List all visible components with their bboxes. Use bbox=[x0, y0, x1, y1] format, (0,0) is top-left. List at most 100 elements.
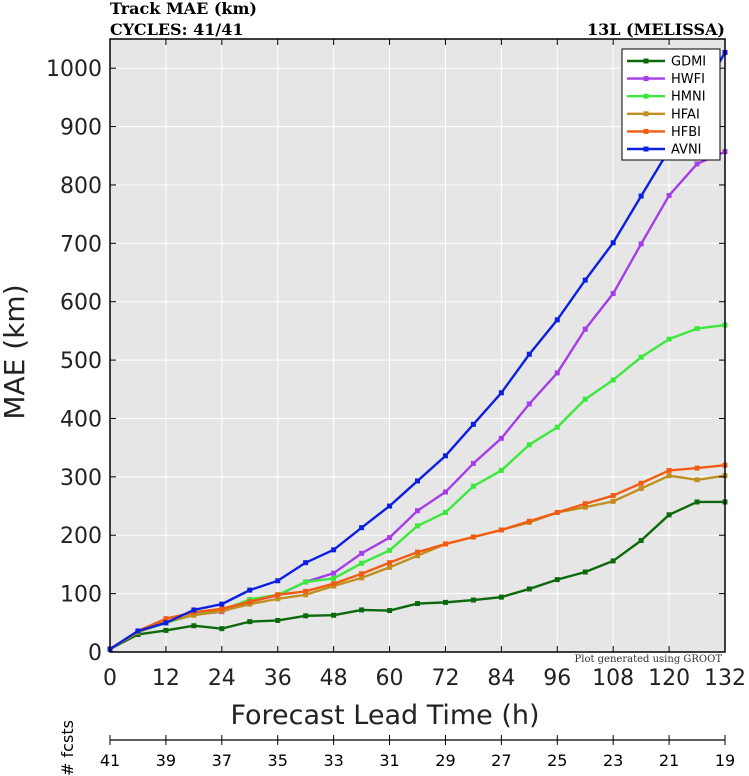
chart-title: Track MAE (km) bbox=[110, 0, 257, 18]
data-point-hwfi bbox=[498, 435, 504, 441]
data-point-hmni bbox=[331, 575, 337, 581]
data-point-hfbi bbox=[526, 518, 532, 524]
data-point-hfai bbox=[694, 477, 700, 483]
data-point-hmni bbox=[442, 509, 448, 515]
data-point-hfbi bbox=[275, 592, 281, 598]
fcsts-tick-label: 31 bbox=[379, 751, 399, 770]
data-point-hwfi bbox=[331, 570, 337, 576]
legend-item-avni: AVNI bbox=[627, 143, 702, 158]
data-point-avni bbox=[219, 601, 225, 607]
data-point-avni bbox=[359, 525, 365, 531]
data-point-avni bbox=[135, 628, 141, 634]
legend-label: AVNI bbox=[671, 143, 702, 158]
data-point-gdmi bbox=[526, 586, 532, 592]
x-tick-label: 0 bbox=[103, 666, 117, 691]
fcsts-tick-label: 41 bbox=[100, 751, 120, 770]
y-tick-label: 700 bbox=[60, 232, 102, 257]
fcsts-tick-label: 33 bbox=[323, 751, 343, 770]
data-point-hmni bbox=[554, 424, 560, 430]
data-point-hfbi bbox=[694, 465, 700, 471]
data-point-hfbi bbox=[638, 480, 644, 486]
data-point-hfbi bbox=[582, 501, 588, 507]
data-point-avni bbox=[498, 390, 504, 396]
data-point-avni bbox=[387, 503, 393, 509]
data-point-hfai bbox=[610, 498, 616, 504]
x-tick-label: 96 bbox=[543, 666, 571, 691]
fcsts-tick-label: 27 bbox=[491, 751, 511, 770]
legend-label: HWFI bbox=[671, 72, 705, 87]
data-point-gdmi bbox=[470, 597, 476, 603]
legend-marker bbox=[643, 111, 649, 117]
data-point-hmni bbox=[638, 354, 644, 360]
x-tick-label: 24 bbox=[208, 666, 236, 691]
legend-label: HFBI bbox=[671, 125, 701, 140]
legend-marker bbox=[643, 76, 649, 82]
fcsts-axis: 41 39 37 35 33 31 29 27 25 23 21 19 bbox=[100, 735, 735, 770]
data-point-gdmi bbox=[359, 607, 365, 613]
data-point-hfai bbox=[275, 596, 281, 602]
data-point-hwfi bbox=[638, 241, 644, 247]
data-point-hfai bbox=[303, 592, 309, 598]
data-point-gdmi bbox=[442, 599, 448, 605]
data-point-gdmi bbox=[666, 512, 672, 518]
data-point-hfai bbox=[387, 564, 393, 570]
data-point-hfbi bbox=[610, 493, 616, 499]
data-point-hwfi bbox=[470, 460, 476, 466]
data-point-gdmi bbox=[275, 617, 281, 623]
x-tick-label: 12 bbox=[152, 666, 180, 691]
data-point-gdmi bbox=[303, 613, 309, 619]
data-point-hfai bbox=[415, 553, 420, 559]
x-axis-label: Forecast Lead Time (h) bbox=[230, 700, 539, 731]
data-point-hmni bbox=[387, 547, 393, 553]
data-point-hfai bbox=[638, 486, 644, 492]
data-point-gdmi bbox=[498, 594, 504, 600]
y-tick-label: 600 bbox=[60, 291, 102, 316]
y-tick-label: 100 bbox=[60, 583, 102, 608]
data-point-gdmi bbox=[163, 627, 169, 633]
data-point-gdmi bbox=[415, 601, 420, 607]
fcsts-tick-label: 37 bbox=[212, 751, 232, 770]
data-point-avni bbox=[582, 277, 588, 283]
data-point-hwfi bbox=[554, 370, 560, 376]
data-point-hfbi bbox=[415, 549, 420, 555]
data-point-hwfi bbox=[387, 535, 393, 541]
data-point-gdmi bbox=[582, 569, 588, 575]
legend-label: HFAI bbox=[671, 107, 700, 122]
data-point-avni bbox=[470, 421, 476, 427]
data-point-hmni bbox=[303, 579, 309, 585]
legend-item-gdmi: GDMI bbox=[627, 55, 706, 70]
data-point-hmni bbox=[415, 523, 420, 529]
x-tick-label: 84 bbox=[487, 666, 515, 691]
data-point-hfai bbox=[582, 504, 588, 510]
data-point-avni bbox=[163, 620, 169, 626]
data-point-hwfi bbox=[666, 192, 672, 198]
data-point-hmni bbox=[582, 396, 588, 402]
data-point-avni bbox=[191, 607, 197, 613]
y-tick-label: 0 bbox=[88, 641, 102, 666]
legend-item-hfbi: HFBI bbox=[627, 125, 701, 140]
y-axis: 0 100 200 300 400 500 600 700 800 900 1000 bbox=[46, 57, 725, 666]
data-point-hfbi bbox=[470, 534, 476, 540]
data-point-hfbi bbox=[331, 581, 337, 587]
y-tick-label: 400 bbox=[60, 407, 102, 432]
fcsts-tick-label: 19 bbox=[715, 751, 735, 770]
series-gdmi bbox=[107, 499, 728, 652]
data-point-avni bbox=[331, 547, 337, 553]
data-point-hwfi bbox=[442, 489, 448, 495]
data-point-hfai bbox=[191, 612, 197, 618]
fcsts-label: # fcsts bbox=[58, 720, 77, 776]
data-point-hfbi bbox=[247, 599, 253, 605]
data-point-avni bbox=[526, 351, 532, 357]
x-axis: 0 12 24 36 48 60 72 84 96 108 120 132 bbox=[103, 39, 746, 691]
data-point-hwfi bbox=[359, 550, 365, 556]
footer-note: Plot generated using GROOT bbox=[575, 654, 723, 665]
data-point-hfbi bbox=[442, 541, 448, 547]
data-point-avni bbox=[275, 578, 281, 584]
data-point-hwfi bbox=[415, 508, 420, 514]
data-point-hwfi bbox=[694, 161, 700, 167]
data-point-avni bbox=[638, 193, 644, 199]
legend-item-hfai: HFAI bbox=[627, 107, 700, 122]
data-point-gdmi bbox=[191, 623, 197, 629]
fcsts-tick-label: 35 bbox=[268, 751, 288, 770]
